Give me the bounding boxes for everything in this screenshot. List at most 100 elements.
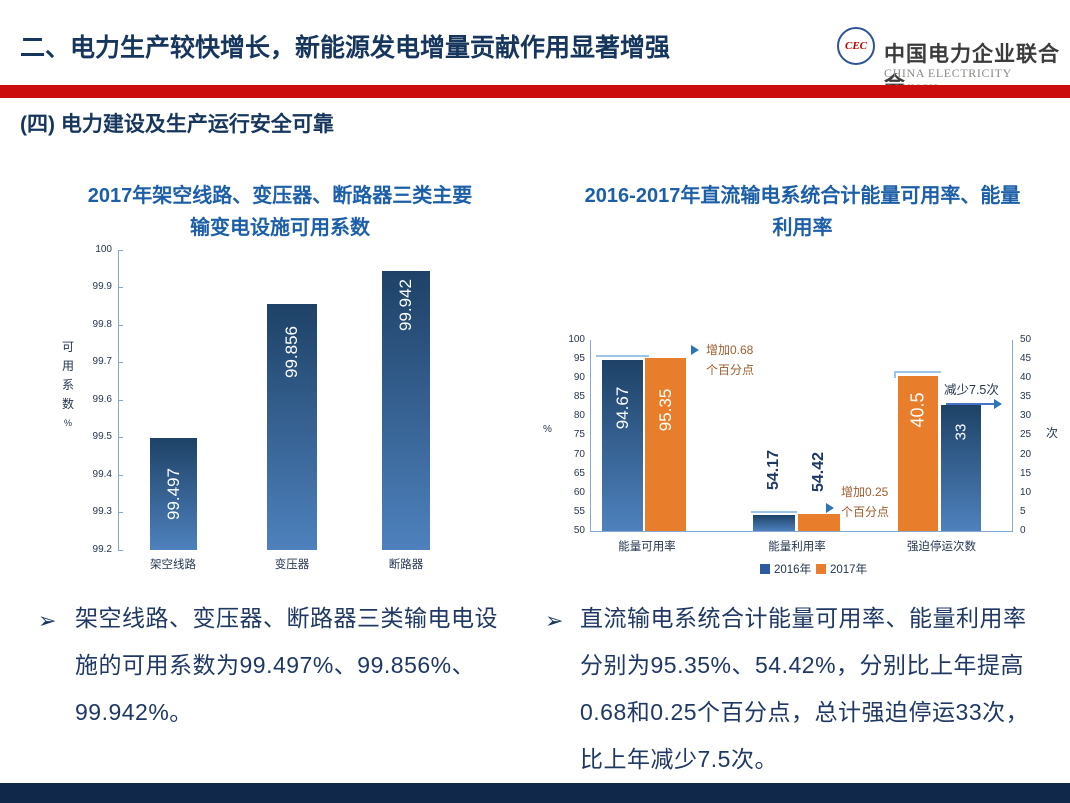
bullet-marker: ➢: [38, 608, 57, 633]
y-tick-label: 20: [1020, 449, 1032, 460]
category-label: 架空线路: [150, 559, 196, 571]
bullet-marker: ➢: [545, 608, 564, 633]
annotation-increase-068: 增加0.68 个百分点: [706, 340, 754, 380]
y-tick-label: 5: [1020, 506, 1026, 517]
y-axis-title-char: 用: [61, 359, 74, 373]
annotation-line: 增加0.25: [841, 485, 889, 499]
tick: [118, 512, 123, 513]
legend-label: 2017年: [830, 564, 868, 576]
y-tick-label: 80: [573, 410, 585, 421]
bar-value-label: 40.5: [907, 392, 928, 428]
y-tick-label: 99.8: [92, 319, 112, 330]
y-tick-label: 30: [1020, 410, 1032, 421]
bar-value-label: 94.67: [613, 386, 632, 430]
bar-2017-utilization: [798, 514, 840, 531]
y-axis-title-char: %: [63, 418, 72, 428]
y-tick-label: 55: [573, 506, 585, 517]
bracket-line: [894, 371, 941, 373]
left-chart-title-line2: 输变电设施可用系数: [190, 217, 370, 239]
y-tick-label: 50: [1020, 334, 1032, 345]
y-tick-label: 99.5: [92, 431, 112, 442]
y-tick-label: 0: [1020, 525, 1026, 536]
y-tick-label: 99.3: [92, 506, 112, 517]
bar-2016-utilization: [753, 515, 795, 531]
y-tick-label: 50: [573, 525, 585, 536]
bracket-line: [751, 511, 797, 513]
tick: [118, 250, 123, 251]
bar-forced-outage-33: [941, 405, 981, 531]
tick: [118, 550, 123, 551]
left-chart-title: 2017年架空线路、变压器、断路器三类主要 输变电设施可用系数: [55, 180, 505, 244]
tick: [118, 325, 123, 326]
bar-2016-availability: [602, 360, 643, 531]
right-chart-right-axis: [1012, 340, 1013, 531]
y-tick-label: 100: [568, 334, 585, 345]
y-tick-label: 15: [1020, 468, 1032, 479]
y-tick-label: 40: [1020, 372, 1032, 383]
annotation-line: 个百分点: [706, 363, 755, 377]
tick: [118, 437, 123, 438]
left-axis-unit: %: [543, 424, 552, 435]
category-label: 断路器: [388, 559, 424, 571]
right-axis-unit: 次: [1046, 426, 1059, 440]
bar-overhead-lines: [150, 438, 197, 550]
bar-value-label: 33: [952, 423, 970, 441]
y-tick-label: 99.2: [92, 544, 112, 555]
y-tick-label: 25: [1020, 429, 1032, 440]
cec-logo-icon: CEC: [837, 27, 875, 65]
bullet-text-right: 直流输电系统合计能量可用率、能量利用率分别为95.35%、54.42%，分别比上…: [580, 605, 1030, 772]
arrow-icon: [994, 399, 1002, 409]
y-tick-label: 85: [573, 391, 585, 402]
y-tick-label: 99.4: [92, 469, 112, 480]
bullet-text-left: 架空线路、变压器、断路器三类输电电设施的可用系数为99.497%、99.856%…: [75, 605, 498, 725]
annotation-line: 个百分点: [841, 505, 890, 519]
y-tick-label: 90: [573, 372, 585, 383]
right-chart-title: 2016-2017年直流输电系统合计能量可用率、能量 利用率: [545, 180, 1060, 244]
footer-bar: [0, 783, 1070, 803]
cec-logo-monogram: CEC: [844, 40, 867, 52]
y-axis-title-char: 可: [61, 340, 74, 354]
bar-circuit-breakers: [382, 271, 430, 550]
arrow-line: [946, 403, 994, 405]
category-label: 能量可用率: [618, 541, 676, 553]
y-tick-label: 60: [573, 487, 585, 498]
tick: [118, 475, 123, 476]
category-label: 强迫停运次数: [907, 541, 976, 553]
legend-label: 2016年: [774, 564, 812, 576]
annotation-line: 增加0.68: [706, 343, 754, 357]
page-title: 二、电力生产较快增长，新能源发电增量贡献作用显著增强: [20, 34, 671, 62]
y-axis-title-char: 系: [61, 378, 74, 392]
y-tick-label: 75: [573, 429, 585, 440]
y-tick-label: 100: [95, 244, 112, 255]
right-chart-x-axis: [590, 531, 1013, 532]
tick: [118, 400, 123, 401]
tick: [118, 362, 123, 363]
arrow-icon: [691, 345, 699, 355]
legend-item-2017: 2017年: [816, 561, 867, 577]
right-chart-title-line2: 利用率: [772, 217, 833, 239]
bar-value-label: 99.497: [164, 468, 183, 520]
y-tick-label: 45: [1020, 353, 1032, 364]
bar-forced-outage-40-5: [898, 376, 938, 531]
bracket-line: [596, 355, 649, 357]
category-label: 变压器: [274, 559, 310, 571]
left-chart-title-line1: 2017年架空线路、变压器、断路器三类主要: [87, 185, 473, 207]
arrow-icon: [826, 503, 834, 513]
bar-value-label: 95.35: [656, 388, 675, 432]
right-chart-left-axis: [590, 340, 591, 531]
annotation-decrease-75: 减少7.5次: [944, 383, 999, 397]
bracket-line: [894, 371, 896, 378]
y-tick-label: 99.9: [92, 281, 112, 292]
category-label: 能量利用率: [768, 541, 826, 553]
legend-item-2016: 2016年: [760, 561, 811, 577]
y-tick-label: 10: [1020, 487, 1032, 498]
left-chart-y-axis-title: 可 用 系 数 %: [60, 338, 76, 433]
y-tick-label: 70: [573, 449, 585, 460]
right-chart-title-line1: 2016-2017年直流输电系统合计能量可用率、能量: [584, 185, 1021, 207]
y-tick-label: 99.6: [92, 394, 112, 405]
bar-2017-availability: [645, 358, 686, 531]
section-heading: (四) 电力建设及生产运行安全可靠: [20, 113, 334, 136]
legend-swatch-2016: [760, 564, 770, 574]
bar-value-label: 54.17: [765, 449, 782, 491]
